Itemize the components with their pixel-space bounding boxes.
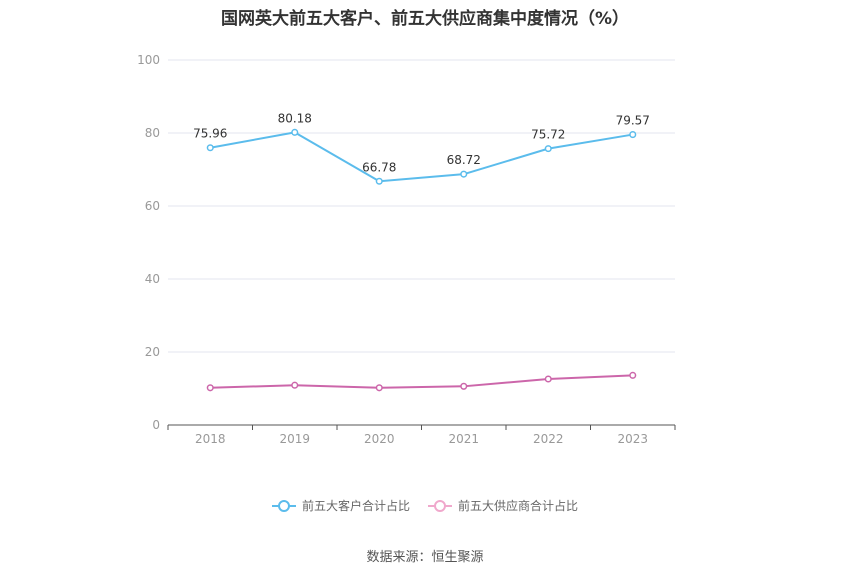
legend: 前五大客户合计占比 前五大供应商合计占比: [0, 497, 850, 514]
data-point-0: [460, 170, 468, 178]
line-chart: 0 20 40 60 80 100 2018 2019 2020 2021 2022 2023 75.9…: [137, 53, 676, 446]
data-point-0: [206, 144, 214, 152]
legend-label-suppliers: 前五大供应商合计占比: [458, 499, 579, 513]
data-point-0: [544, 145, 552, 153]
data-point-0: [291, 128, 299, 136]
x-tick-label: 2022: [533, 432, 564, 446]
data-point-1: [375, 384, 383, 392]
series-line-0: [210, 131, 633, 183]
data-point-1: [629, 371, 637, 379]
source-note: 数据来源：恒生聚源: [366, 550, 484, 565]
y-tick-label: 80: [145, 126, 160, 140]
legend-item-suppliers[interactable]: 前五大供应商合计占比: [428, 497, 578, 514]
data-point-0: [629, 131, 637, 139]
chart-title: 国网英大前五大客户、前五大供应商集中度情况（%）: [220, 9, 630, 29]
y-tick-label: 0: [152, 418, 160, 432]
data-label-0: 80.18: [278, 111, 312, 125]
series-line-1: [210, 374, 633, 389]
data-point-1: [291, 381, 299, 389]
y-tick-label: 60: [145, 199, 160, 213]
data-label-0: 68.72: [447, 153, 481, 167]
x-tick-label: 2018: [195, 432, 226, 446]
legend-customers-icon: [271, 499, 296, 512]
data-point-1: [460, 382, 468, 390]
data-label-0: 66.78: [362, 160, 396, 174]
data-point-1: [544, 375, 552, 383]
data-label-0: 75.72: [531, 128, 565, 142]
data-label-0: 79.57: [616, 114, 650, 128]
y-tick-label: 40: [145, 272, 160, 286]
legend-suppliers-icon: [428, 499, 452, 512]
legend-item-customers[interactable]: 前五大客户合计占比: [271, 497, 410, 514]
x-tick-label: 2021: [448, 432, 479, 446]
data-point-0: [375, 177, 383, 185]
y-tick-label: 100: [137, 53, 160, 67]
y-tick-label: 20: [145, 345, 160, 359]
data-point-1: [206, 384, 214, 392]
x-tick-label: 2020: [364, 432, 395, 446]
x-tick-label: 2019: [279, 432, 310, 446]
data-label-0: 75.96: [193, 127, 227, 141]
legend-label-customers: 前五大客户合计占比: [301, 499, 410, 513]
x-tick-label: 2023: [617, 432, 648, 446]
